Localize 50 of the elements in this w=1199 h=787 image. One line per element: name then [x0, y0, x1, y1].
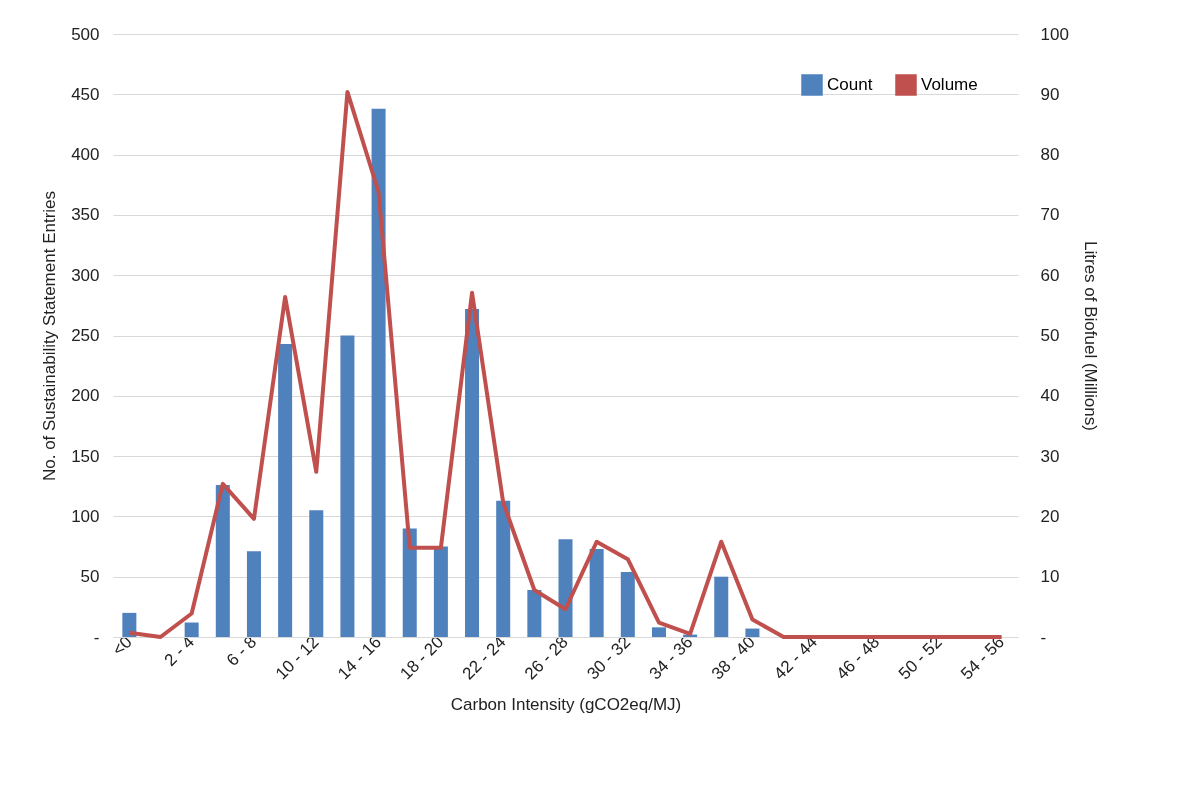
y2-tick-label: 20: [1040, 506, 1060, 526]
legend-label: Count: [827, 75, 873, 94]
y2-tick-label: 70: [1040, 205, 1060, 225]
y-tick-label: 50: [80, 567, 100, 587]
y2-tick-label: 60: [1040, 265, 1060, 285]
y2-tick-label: 40: [1040, 386, 1060, 406]
bar: [402, 528, 417, 637]
bar: [246, 551, 261, 637]
y-tick-label: 100: [71, 506, 100, 526]
x-tick-label: 14 - 16: [334, 632, 385, 684]
bar: [278, 343, 293, 637]
bar: [496, 500, 511, 637]
y2-axis-title: Litres of Biofuel (Millions): [1080, 241, 1100, 431]
y2-tick-label: 30: [1040, 446, 1060, 466]
bar: [371, 108, 386, 637]
y-tick-label: 300: [71, 265, 100, 285]
y-tick-label: 250: [71, 326, 100, 345]
bar: [340, 335, 355, 637]
x-tick-label: 22 - 24: [458, 632, 510, 684]
y-tick-label: 350: [71, 205, 100, 225]
bar: [184, 622, 199, 637]
y2-tick-label: 80: [1040, 145, 1060, 165]
legend-label: Volume: [921, 75, 978, 94]
bar: [589, 548, 604, 637]
y2-tick-label: 10: [1040, 567, 1060, 587]
y-tick-label: -: [93, 627, 100, 647]
bar: [433, 546, 448, 637]
y-tick-label: 400: [71, 145, 100, 165]
x-axis-title: Carbon Intensity (gCO2eq/MJ): [450, 694, 682, 714]
y2-tick-label: 100: [1040, 24, 1069, 44]
y-tick-label: 200: [71, 386, 100, 406]
x-tick-label: 10 - 12: [271, 632, 323, 684]
y-tick-label: 450: [71, 84, 100, 104]
bar: [714, 576, 729, 637]
y-tick-label: 150: [71, 446, 100, 466]
bar: [745, 628, 760, 637]
y2-tick-label: -: [1040, 627, 1047, 647]
bar: [651, 627, 666, 637]
bar: [309, 510, 324, 637]
bar: [620, 571, 635, 637]
y-tick-label: 500: [71, 24, 100, 44]
x-tick-label: 34 - 36: [645, 632, 697, 684]
bar: [465, 308, 480, 637]
bar: [122, 612, 137, 637]
y2-tick-label: 90: [1040, 84, 1060, 104]
bar: [527, 589, 542, 637]
y2-tick-label: 50: [1040, 326, 1060, 345]
bar: [558, 539, 573, 637]
y-axis-title: No. of Sustainability Statement Entries: [40, 190, 60, 482]
bar: [215, 485, 230, 637]
